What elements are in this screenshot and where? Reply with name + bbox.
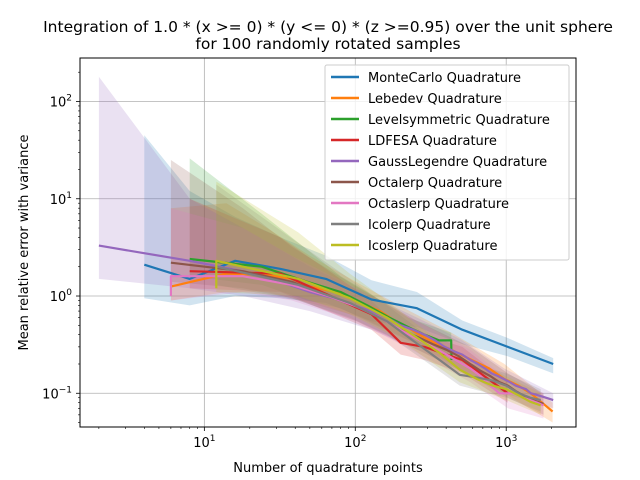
y-axis-label: Mean relative error with variance <box>17 134 32 350</box>
y-tick-label: 102 <box>50 93 72 110</box>
y-tick-label: 101 <box>50 191 72 208</box>
legend-label-icolerp-quadrature: Icolerp Quadrature <box>368 218 491 233</box>
legend-label-icoslerp-quadrature: Icoslerp Quadrature <box>368 239 497 254</box>
ldfesa-quadrature-line <box>189 270 509 395</box>
chart-title: Integration of 1.0 * (x >= 0) * (y <= 0)… <box>43 18 613 36</box>
plot-frame <box>79 57 577 428</box>
icolerp-quadrature-band <box>216 184 541 412</box>
legend-label-gausslegendre-quadrature: GaussLegendre Quadrature <box>368 155 547 170</box>
y-tick-label: 10−1 <box>42 385 72 402</box>
legend-label-lebedev-quadrature: Lebedev Quadrature <box>368 92 502 107</box>
lebedev-quadrature-band <box>170 203 553 423</box>
chart-subtitle: for 100 randomly rotated samples <box>195 35 460 53</box>
y-tick-label: 100 <box>50 288 73 305</box>
x-tick-label: 101 <box>193 434 215 451</box>
legend: MonteCarlo Quadrature Lebedev Quadrature L… <box>324 64 570 261</box>
icoslerp-quadrature-line <box>215 259 542 407</box>
legend-label-montecarlo-quadrature: MonteCarlo Quadrature <box>368 71 521 86</box>
levelsymmetric-quadrature-band <box>189 158 452 374</box>
gausslegendre-quadrature-band <box>98 76 554 409</box>
montecarlo-quadrature-line <box>143 259 554 366</box>
legend-label-ldfesa-quadrature: LDFESA Quadrature <box>368 134 497 149</box>
series-lines <box>98 244 554 413</box>
x-tick-label: 103 <box>495 434 517 451</box>
montecarlo-quadrature-band <box>144 135 554 374</box>
x-tick-label: 102 <box>344 434 366 451</box>
octaslerp-quadrature-band <box>170 208 544 419</box>
x-axis-label: Number of quadrature points <box>233 461 423 476</box>
axis-ticks: 101 102 103 10−1 100 101 102 <box>42 71 552 451</box>
legend-label-octalerp-quadrature: Octalerp Quadrature <box>368 176 502 191</box>
legend-label-levelsymmetric-quadrature: Levelsymmetric Quadrature <box>368 113 550 128</box>
legend-label-octaslerp-quadrature: Octaslerp Quadrature <box>368 197 509 212</box>
icolerp-quadrature-line <box>216 265 541 402</box>
legend-box <box>324 64 570 261</box>
